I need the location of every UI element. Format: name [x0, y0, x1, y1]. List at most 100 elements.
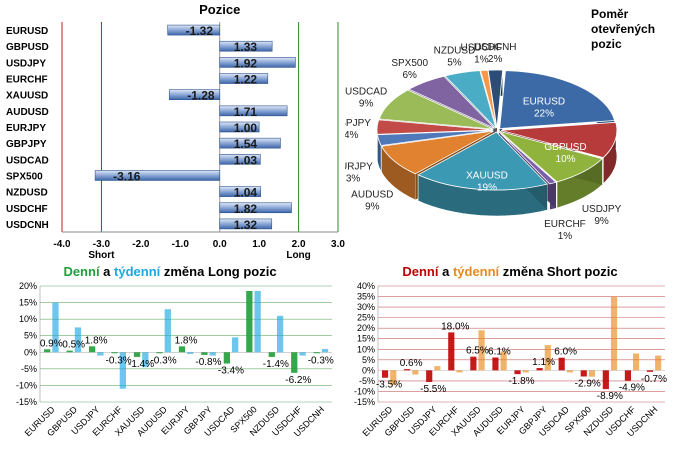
data-label: -8.9% — [597, 391, 623, 402]
data-label: -6.2% — [285, 375, 311, 386]
category-label: NZDUSD — [6, 188, 48, 199]
category-label: XAUUSD — [6, 91, 48, 102]
x-tick-label: -3.0 — [93, 239, 111, 250]
y-tick-label: 5% — [362, 355, 375, 365]
title-part: týdenní — [453, 264, 500, 279]
x-tick-label: 0.0 — [213, 239, 227, 250]
y-tick-label: -15% — [16, 397, 37, 407]
bar-denní — [558, 357, 565, 371]
bar-týdenní — [254, 290, 261, 353]
bar-týdenní — [321, 348, 329, 353]
bar-týdenní — [478, 330, 485, 371]
y-tick-label: 0% — [24, 347, 37, 357]
pie-label-name: USDJPY — [582, 204, 622, 215]
y-tick-label: -10% — [16, 380, 37, 390]
y-tick-label: -5% — [21, 364, 37, 374]
bar-denní — [602, 370, 609, 390]
bar-týdenní — [412, 370, 419, 375]
category-label: EURJPY — [6, 123, 46, 134]
bar-týdenní — [187, 352, 194, 354]
bar-denní — [470, 356, 477, 371]
bar-týdenní — [522, 370, 529, 373]
pie-slice-eurusd — [499, 70, 616, 129]
short-change-chart: Denní a týdenní změna Short pozic -15%-10… — [354, 264, 667, 439]
value-label: 1.33 — [234, 40, 258, 54]
data-label: -2.9% — [575, 378, 601, 389]
bar-denní — [381, 370, 389, 378]
bar-denní — [514, 370, 521, 375]
bar-denní — [536, 368, 543, 371]
category-label: USDCNH — [6, 220, 49, 231]
y-tick-label: 20% — [357, 323, 375, 333]
x-tick-label: 1.0 — [252, 239, 266, 250]
data-label: -0.3% — [150, 355, 176, 366]
data-label: 1.1% — [532, 357, 555, 368]
data-label: 18.0% — [441, 321, 469, 332]
y-tick-label: 5% — [24, 331, 37, 341]
bar-denní — [646, 370, 654, 372]
position-bar — [219, 121, 260, 133]
pie-label-name: SPX500 — [391, 58, 428, 69]
bar-denní — [291, 352, 298, 373]
bar-týdenní — [588, 370, 596, 377]
y-tick-label: 25% — [357, 313, 375, 323]
y-tick-label: 0% — [362, 365, 375, 375]
pie-label-percent: 1% — [474, 54, 489, 65]
data-label: -4.9% — [619, 383, 645, 394]
pie-label-percent: 2% — [488, 54, 503, 65]
bar-týdenní — [74, 327, 82, 353]
pie-label-name: EURJPY — [345, 162, 373, 173]
pie-label-percent: 5% — [447, 57, 462, 68]
bar-týdenní — [434, 366, 441, 371]
category-label: USDCAD — [6, 155, 49, 166]
data-label: -0.3% — [308, 355, 334, 366]
bar-denní — [580, 370, 587, 377]
bar-denní — [268, 352, 275, 357]
positions-panel: Pozice EURUSD -1.32 GBPUSD 1.33 USDJPY 1.92 EUR… — [0, 0, 345, 261]
position-bar — [168, 89, 221, 100]
x-tick-label: -2.0 — [132, 239, 150, 250]
bar-týdenní — [142, 352, 149, 368]
x-tick-label: 3.0 — [331, 239, 345, 250]
bar-týdenní — [544, 345, 551, 371]
position-bar — [94, 170, 221, 181]
data-label: -3.4% — [218, 366, 244, 377]
pie-label-percent: 1% — [558, 231, 573, 242]
title-part: změna Short pozic — [499, 264, 617, 279]
pie-label-percent: 3% — [346, 174, 361, 185]
position-bar — [219, 218, 273, 230]
pie-slice-nzdusd — [444, 70, 497, 129]
y-tick-label: 35% — [357, 292, 375, 302]
y-tick-label: -15% — [354, 397, 375, 407]
pie-label-percent: 19% — [477, 182, 497, 193]
y-tick-label: -5% — [359, 376, 375, 386]
y-tick-label: 10% — [19, 314, 37, 324]
bar-týdenní — [164, 309, 171, 353]
short-change-panel: Denní a týdenní změna Short pozic -15% -10… — [340, 262, 680, 459]
category-label: GBPJPY — [6, 139, 47, 150]
bar-týdenní — [456, 370, 463, 373]
pie-label-percent: 9% — [365, 202, 380, 213]
pie-slice-audusd — [380, 130, 494, 175]
data-label: -3.5% — [376, 380, 402, 391]
pie-label-name: AUDUSD — [351, 190, 393, 201]
y-tick-label: 15% — [19, 298, 37, 308]
pie-title-line: Poměr — [591, 7, 629, 21]
chart-title: Denní a týdenní změna Long pozic — [63, 264, 276, 279]
bar-týdenní — [52, 302, 59, 353]
pie-slice-usdcnh — [487, 69, 504, 129]
bar-denní — [426, 370, 433, 382]
pie-slice-eurchf — [498, 131, 557, 185]
data-label: -0.7% — [641, 374, 667, 385]
pie-label-percent: 9% — [594, 216, 609, 227]
bar-týdenní — [119, 352, 127, 389]
bar-týdenní — [633, 353, 640, 371]
bar-denní — [88, 346, 96, 353]
y-tick-label: 30% — [357, 302, 375, 312]
data-label: 1.8% — [175, 335, 198, 346]
value-label: 1.03 — [234, 153, 258, 167]
pie-label-percent: 10% — [556, 154, 576, 165]
pie-label-percent: 22% — [534, 108, 554, 119]
pie-label-percent: 6% — [402, 70, 417, 81]
position-bar — [219, 105, 288, 117]
